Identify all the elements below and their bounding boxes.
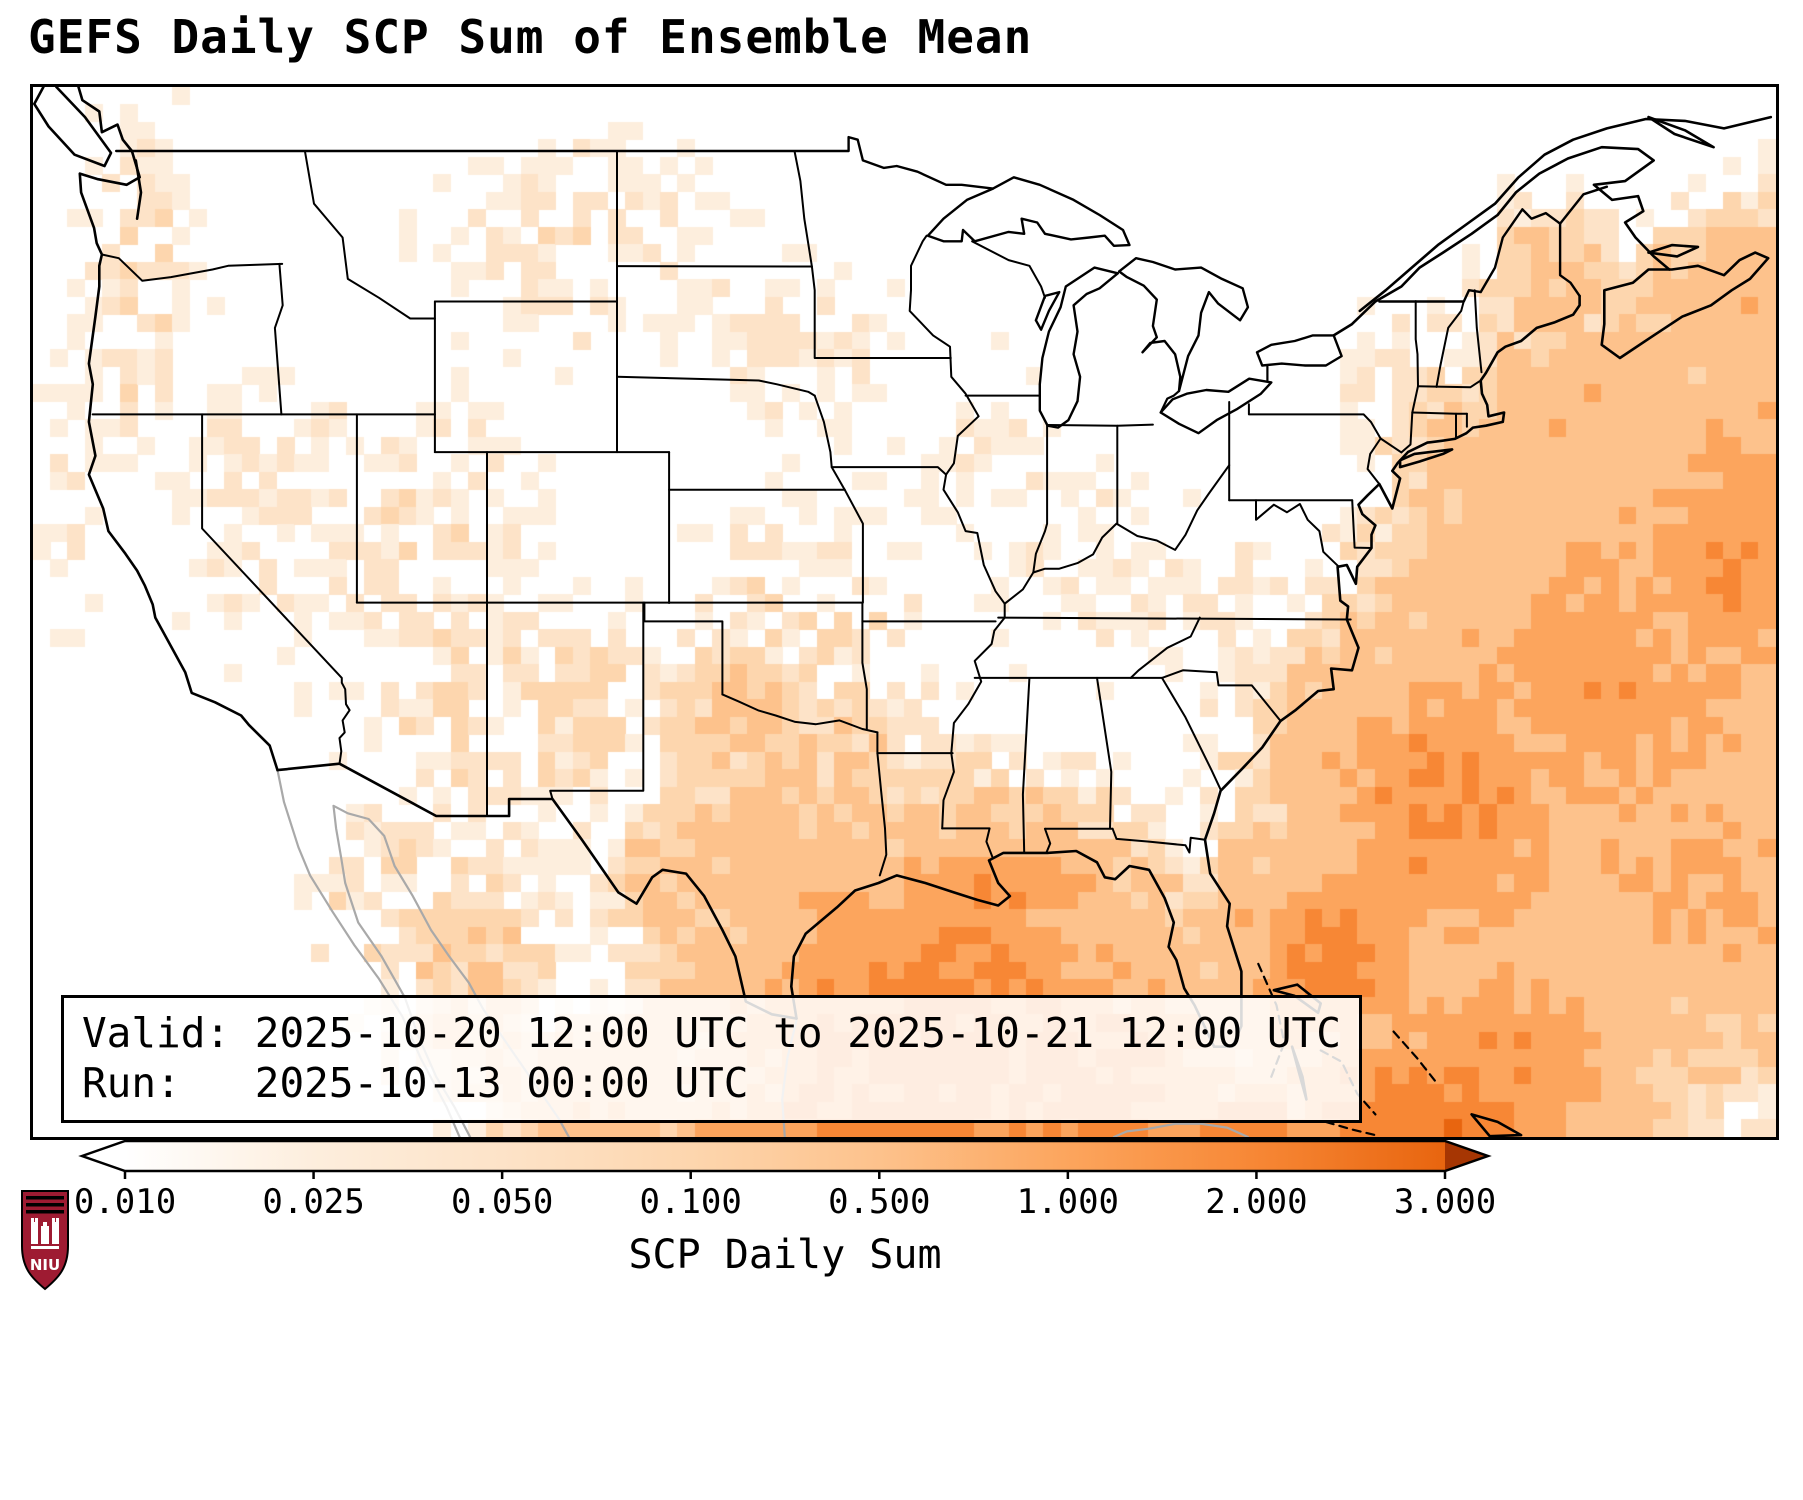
colorbar-tick-label: 1.000 [1016, 1182, 1120, 1222]
map-line [813, 394, 846, 491]
run-time-text: Run: 2025-10-13 00:00 UTC [82, 1059, 749, 1107]
map-line [1032, 424, 1049, 574]
colorbar [78, 1139, 1492, 1179]
map-line [971, 240, 1046, 299]
map-line [115, 135, 995, 190]
map-line [721, 693, 879, 734]
map-line [941, 827, 994, 860]
map-line [276, 762, 798, 1020]
niu-logo: NIU [21, 1190, 69, 1291]
map-line [1600, 251, 1770, 360]
map-line [793, 150, 813, 268]
map-line [997, 616, 1352, 621]
valid-time-text: Valid: 2025-10-20 12:00 UTC to 2025-10-2… [82, 1009, 1341, 1057]
map-line [1351, 499, 1373, 549]
map-line [1161, 669, 1282, 722]
map-line [1046, 423, 1154, 427]
map-line [1161, 676, 1222, 791]
page-title: GEFS Daily SCP Sum of Ensemble Mean [28, 10, 1033, 64]
niu-castle-icon [31, 1218, 59, 1249]
map-line [1117, 257, 1250, 393]
map-line [201, 413, 351, 765]
map-line [790, 849, 1216, 1048]
map-line [1159, 377, 1273, 435]
map-line [1378, 208, 1581, 303]
map-panel: Valid: 2025-10-20 12:00 UTC to 2025-10-2… [30, 84, 1779, 1140]
map-line [1417, 380, 1481, 389]
map-line [1366, 437, 1382, 485]
map-line [643, 601, 724, 696]
map-line [1129, 616, 1201, 679]
scp-shading-canvas [33, 87, 1776, 1137]
map-line [830, 466, 948, 476]
map-line [1159, 390, 1181, 414]
map-line [1112, 1122, 1249, 1137]
map-line [810, 265, 952, 359]
colorbar-tick-label: 0.100 [639, 1182, 742, 1222]
map-line [1558, 185, 1609, 225]
niu-shield-stripes [26, 1196, 64, 1214]
map-line [1324, 1120, 1377, 1137]
map-line [273, 262, 284, 416]
map-line [78, 149, 279, 772]
colorbar-segment [125, 1141, 1445, 1171]
map-line [1255, 334, 1343, 367]
map-line [1398, 448, 1454, 469]
map-line [100, 253, 284, 282]
valid-info-box: Valid: 2025-10-20 12:00 UTC to 2025-10-2… [61, 995, 1362, 1123]
map-line [1038, 266, 1119, 429]
colorbar-segment [1445, 1141, 1488, 1171]
map-line [1647, 243, 1700, 258]
map-line [33, 87, 113, 168]
colorbar-segment [82, 1141, 125, 1171]
colorbar-tick-label: 2.000 [1205, 1182, 1308, 1222]
colorbar-tick-label: 0.500 [828, 1182, 931, 1222]
map-line [1358, 115, 1773, 313]
map-line [1647, 115, 1715, 149]
map-geography-svg [33, 87, 1773, 1137]
colorbar-tick-label: 3.000 [1393, 1182, 1497, 1222]
map-line [1379, 437, 1403, 454]
map-line [1400, 300, 1419, 454]
map-line [1392, 1030, 1439, 1086]
map-line [77, 87, 134, 153]
map-line [303, 150, 436, 320]
map-line [908, 234, 1006, 830]
map-line [1470, 1113, 1523, 1137]
map-line [549, 601, 645, 800]
map-line [1111, 827, 1206, 854]
colorbar-tick-label: 0.010 [73, 1182, 177, 1222]
map-line [1473, 289, 1483, 374]
map-line [1021, 677, 1031, 854]
map-line [1332, 145, 1671, 337]
map-line [876, 731, 888, 877]
niu-logo-text: NIU [30, 1256, 60, 1274]
map-line [861, 602, 868, 730]
map-line [1411, 411, 1468, 415]
map-line [1003, 464, 1231, 605]
map-line [1044, 827, 1052, 854]
colorbar-tick-label: 0.025 [262, 1182, 365, 1222]
map-line [134, 159, 143, 220]
map-line [616, 375, 816, 397]
map-line [1203, 294, 1581, 1048]
colorbar-tick-label: 0.050 [450, 1182, 554, 1222]
map-line [1096, 676, 1113, 830]
map-line [843, 488, 864, 604]
map-line [1247, 403, 1382, 440]
map-line [1255, 499, 1340, 568]
map-line [1435, 300, 1465, 388]
map-line [926, 176, 1131, 247]
colorbar-title: SCP Daily Sum [628, 1232, 942, 1278]
map-line [1034, 290, 1061, 331]
